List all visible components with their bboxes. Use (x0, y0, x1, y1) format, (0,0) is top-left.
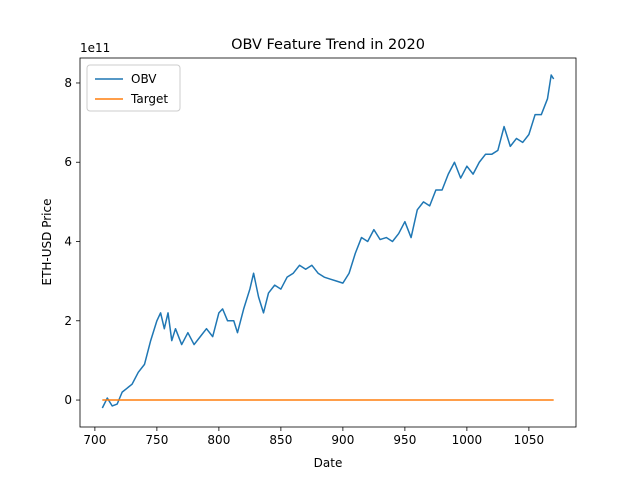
y-axis-label: ETH-USD Price (40, 199, 54, 286)
legend: OBV Target (86, 64, 181, 112)
legend-label: Target (130, 92, 168, 106)
x-tick-label: 800 (207, 433, 230, 447)
y-tick-label: 2 (64, 314, 72, 328)
y-tick-label: 8 (64, 76, 72, 90)
x-tick-label: 900 (331, 433, 354, 447)
chart-title: OBV Feature Trend in 2020 (231, 37, 425, 53)
x-axis-label: Date (314, 456, 343, 470)
x-tick-label: 700 (83, 433, 106, 447)
y-tick-label: 0 (64, 393, 72, 407)
x-tick-label: 750 (145, 433, 168, 447)
x-tick-label: 950 (393, 433, 416, 447)
y-tick-label: 6 (64, 155, 72, 169)
data-line (101, 74, 555, 409)
y-tick-label: 4 (64, 235, 72, 249)
axes-frame (79, 57, 577, 428)
legend-label: OBV (131, 72, 157, 86)
x-tick-label: 850 (269, 433, 292, 447)
y-offset-label: 1e11 (80, 41, 110, 55)
x-tick-label: 1050 (514, 433, 545, 447)
x-tick-label: 1000 (452, 433, 483, 447)
